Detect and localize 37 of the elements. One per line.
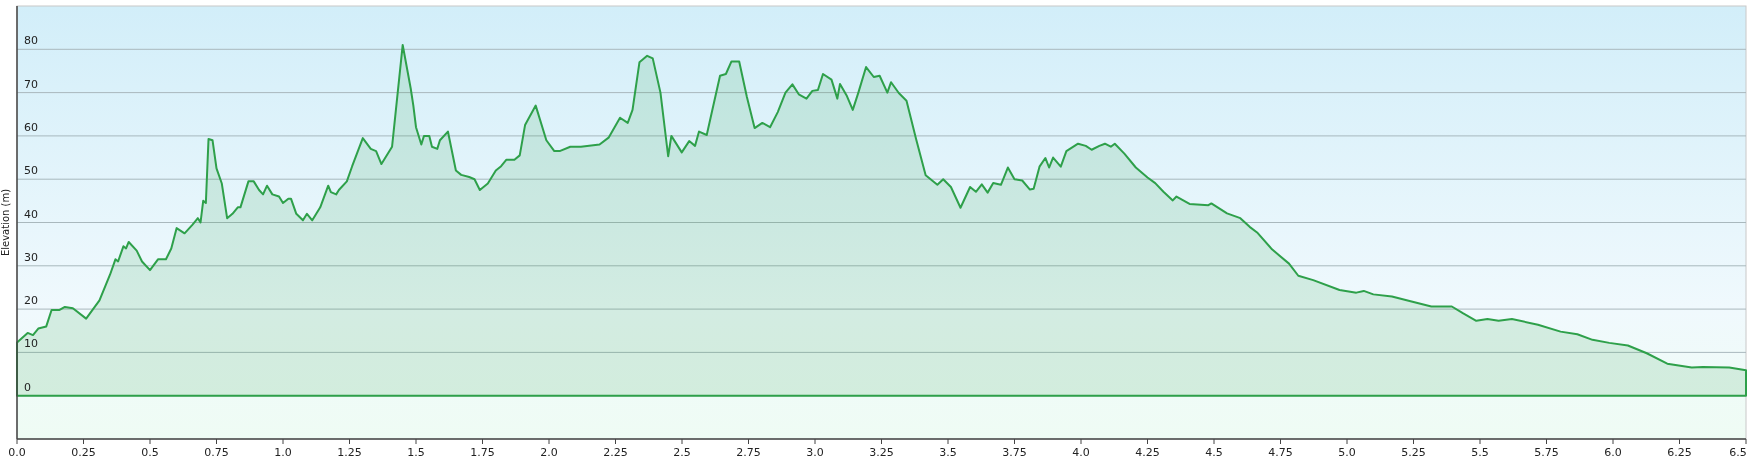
y-tick-label: 30 <box>24 250 38 264</box>
x-tick-label: 4.75 <box>1268 446 1293 459</box>
y-tick-label: 70 <box>24 77 38 91</box>
x-tick-label: 5.75 <box>1534 446 1559 459</box>
x-tick-label: 0.75 <box>204 446 229 459</box>
x-tick-label: 1.75 <box>470 446 495 459</box>
x-tick-label: 4.25 <box>1135 446 1160 459</box>
x-tick-label: 1.25 <box>337 446 362 459</box>
x-tick-label: 5.5 <box>1471 446 1489 459</box>
x-tick-label: 4.0 <box>1072 446 1090 459</box>
y-tick-label: 10 <box>24 337 38 351</box>
x-tick-label: 1.0 <box>274 446 292 459</box>
y-tick-label: 60 <box>24 120 38 134</box>
x-tick-label: 1.5 <box>407 446 425 459</box>
y-tick-label: 40 <box>24 207 38 221</box>
x-tick-label: 0.25 <box>71 446 96 459</box>
x-tick-label: 3.5 <box>939 446 957 459</box>
x-tick-label: 5.0 <box>1338 446 1356 459</box>
x-tick-label: 0.5 <box>141 446 159 459</box>
x-tick-label: 3.25 <box>869 446 894 459</box>
x-tick-label: 2.5 <box>673 446 691 459</box>
x-tick-label: 3.0 <box>806 446 824 459</box>
x-tick-label: 3.75 <box>1002 446 1027 459</box>
x-tick-label: 2.25 <box>603 446 628 459</box>
y-tick-label: 50 <box>24 164 38 178</box>
x-tick-label: 6.5 <box>1729 446 1747 459</box>
x-tick-label: 2.0 <box>540 446 558 459</box>
x-tick-label: 5.25 <box>1401 446 1426 459</box>
x-tick-label: 0.0 <box>8 446 26 459</box>
y-axis-title: Elevation (m) <box>0 188 11 257</box>
x-tick-label: 6.25 <box>1667 446 1692 459</box>
x-tick-label: 6.0 <box>1604 446 1622 459</box>
y-tick-label: 20 <box>24 294 38 308</box>
y-tick-label: 0 <box>24 380 31 394</box>
x-tick-label: 4.5 <box>1205 446 1223 459</box>
x-tick-label: 2.75 <box>736 446 761 459</box>
y-tick-label: 80 <box>24 34 38 48</box>
